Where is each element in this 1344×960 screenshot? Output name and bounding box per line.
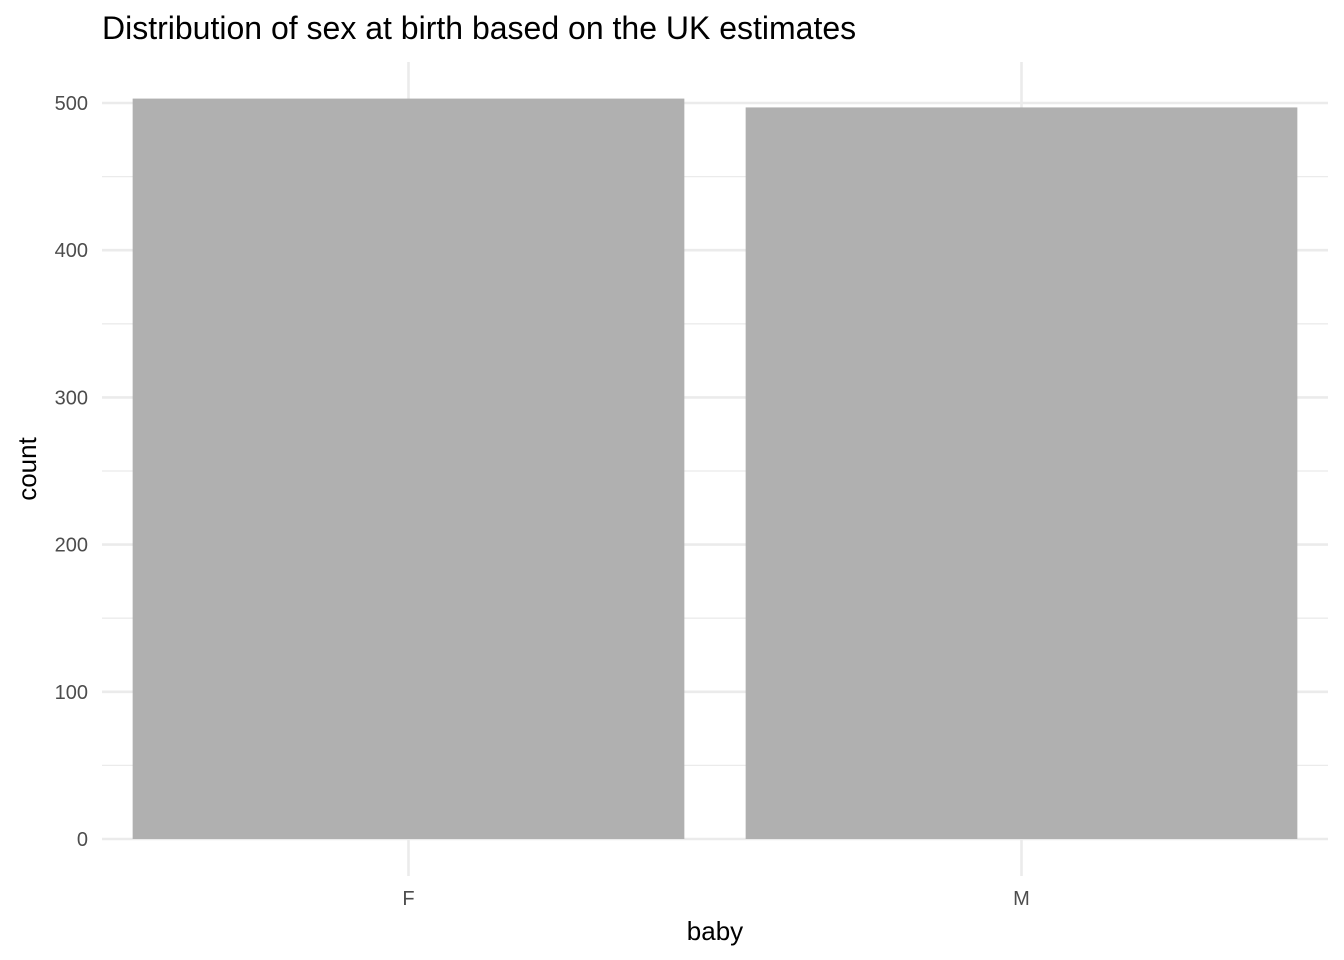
chart-title: Distribution of sex at birth based on th… <box>102 10 856 46</box>
y-axis-tick-labels: 0 100 200 300 400 500 <box>55 93 88 851</box>
y-tick-label: 0 <box>77 829 88 851</box>
bar-F <box>132 98 685 840</box>
y-axis-title: count <box>12 436 42 500</box>
bar-M <box>745 107 1298 839</box>
x-tick-label: F <box>402 888 414 910</box>
bars <box>132 98 1298 840</box>
y-tick-label: 500 <box>55 93 88 115</box>
x-tick-label: M <box>1013 888 1030 910</box>
y-tick-label: 200 <box>55 535 88 557</box>
y-tick-label: 300 <box>55 387 88 409</box>
y-tick-label: 100 <box>55 682 88 704</box>
y-tick-label: 400 <box>55 240 88 262</box>
x-axis-title: baby <box>687 916 743 946</box>
